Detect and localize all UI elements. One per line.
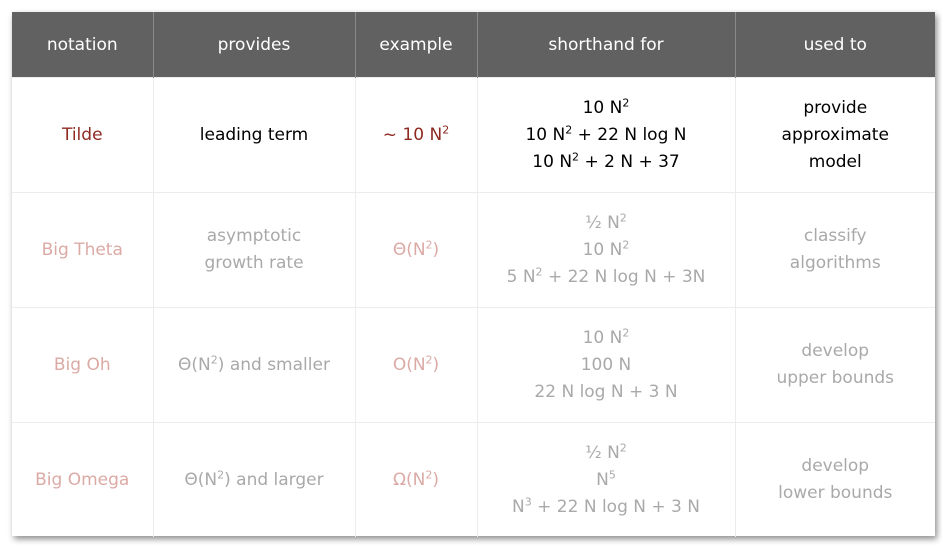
shorthand-cell-line: 10 N2 + 22 N log N <box>525 122 687 145</box>
shorthand-cell: ½ N2 10 N2 5 N2 + 22 N log N + 3N <box>477 192 736 308</box>
example-cell-line: O(N2) <box>392 352 440 375</box>
header-provides: provides <box>153 12 356 78</box>
notation-cell-line: Tilde <box>61 124 103 145</box>
example-cell: O(N2) <box>355 307 478 423</box>
header-used-to: used to <box>735 12 935 78</box>
used-to-cell-line: lower bounds <box>778 483 893 503</box>
provides-cell: leading term <box>153 77 356 193</box>
header-shorthand: shorthand for <box>477 12 736 78</box>
example-cell: ~ 10 N2 <box>355 77 478 193</box>
table-row: Big Omega Θ(N2) and larger Ω(N2) ½ N2 N5 N3 +… <box>12 422 935 537</box>
table-row: Tilde leading term ~ 10 N2 10 N2 10 N2 + 22 … <box>12 77 935 193</box>
notation-table: notation provides example shorthand for … <box>12 12 935 537</box>
used-to-cell: develop lower bounds <box>735 422 935 537</box>
used-to-cell: classify algorithms <box>735 192 935 308</box>
provides-cell-line: Θ(N2) and smaller <box>178 352 330 375</box>
provides-cell-line: growth rate <box>204 253 304 273</box>
used-to-cell-line: algorithms <box>789 253 881 273</box>
shorthand-cell-line: N3 + 22 N log N + 3 N <box>512 494 700 517</box>
used-to-cell-line: model <box>808 151 862 172</box>
example-cell: Ω(N2) <box>355 422 478 537</box>
shorthand-cell-line: 10 N2 <box>582 325 630 348</box>
notation-cell-line: Big Oh <box>53 354 111 375</box>
shorthand-cell-line: ½ N2 <box>585 440 627 463</box>
shorthand-cell-line: 22 N log N + 3 N <box>534 381 678 402</box>
table-row: Big Theta asymptotic growth rate Θ(N2) ½ N2 1… <box>12 192 935 308</box>
provides-cell-line: leading term <box>199 124 309 145</box>
used-to-cell-line: approximate <box>781 124 889 145</box>
shorthand-cell: ½ N2 N5 N3 + 22 N log N + 3 N <box>477 422 736 537</box>
notation-cell-line: Big Theta <box>41 239 123 260</box>
provides-cell: Θ(N2) and smaller <box>153 307 356 423</box>
used-to-cell-line: develop <box>801 341 870 361</box>
shorthand-cell: 10 N2 10 N2 + 22 N log N 10 N2 + 2 N + 37 <box>477 77 736 193</box>
shorthand-cell-line: N5 <box>596 467 616 490</box>
used-to-cell: provide approximate model <box>735 77 935 193</box>
shorthand-cell: 10 N2 100 N 22 N log N + 3 N <box>477 307 736 423</box>
shorthand-cell-line: 100 N <box>580 354 632 375</box>
header-notation: notation <box>12 12 154 78</box>
shorthand-cell-line: 10 N2 <box>582 95 630 118</box>
example-cell-line: Ω(N2) <box>393 467 439 490</box>
provides-cell: Θ(N2) and larger <box>153 422 356 537</box>
used-to-cell-line: classify <box>803 226 867 246</box>
table-row: Big Oh Θ(N2) and smaller O(N2) 10 N2 100 N 22… <box>12 307 935 423</box>
used-to-cell: develop upper bounds <box>735 307 935 423</box>
notation-cell: Big Omega <box>12 422 154 537</box>
example-cell: Θ(N2) <box>355 192 478 308</box>
notation-cell-line: Big Omega <box>35 469 130 490</box>
shorthand-cell-line: ½ N2 <box>585 210 627 233</box>
used-to-cell-line: upper bounds <box>776 368 895 388</box>
header-example: example <box>355 12 478 78</box>
used-to-cell-line: provide <box>803 97 868 118</box>
notation-cell: Big Theta <box>12 192 154 308</box>
provides-cell: asymptotic growth rate <box>153 192 356 308</box>
shorthand-cell-line: 10 N2 <box>582 237 630 260</box>
notation-cell: Big Oh <box>12 307 154 423</box>
used-to-cell-line: develop <box>801 456 870 476</box>
header-row: notation provides example shorthand for … <box>12 12 935 78</box>
example-cell-line: ~ 10 N2 <box>382 122 450 145</box>
shorthand-cell-line: 10 N2 + 2 N + 37 <box>532 149 680 172</box>
shorthand-cell-line: 5 N2 + 22 N log N + 3N <box>506 264 706 287</box>
provides-cell-line: Θ(N2) and larger <box>184 467 324 490</box>
provides-cell-line: asymptotic <box>206 226 302 246</box>
notation-cell: Tilde <box>12 77 154 193</box>
example-cell-line: Θ(N2) <box>392 237 440 260</box>
